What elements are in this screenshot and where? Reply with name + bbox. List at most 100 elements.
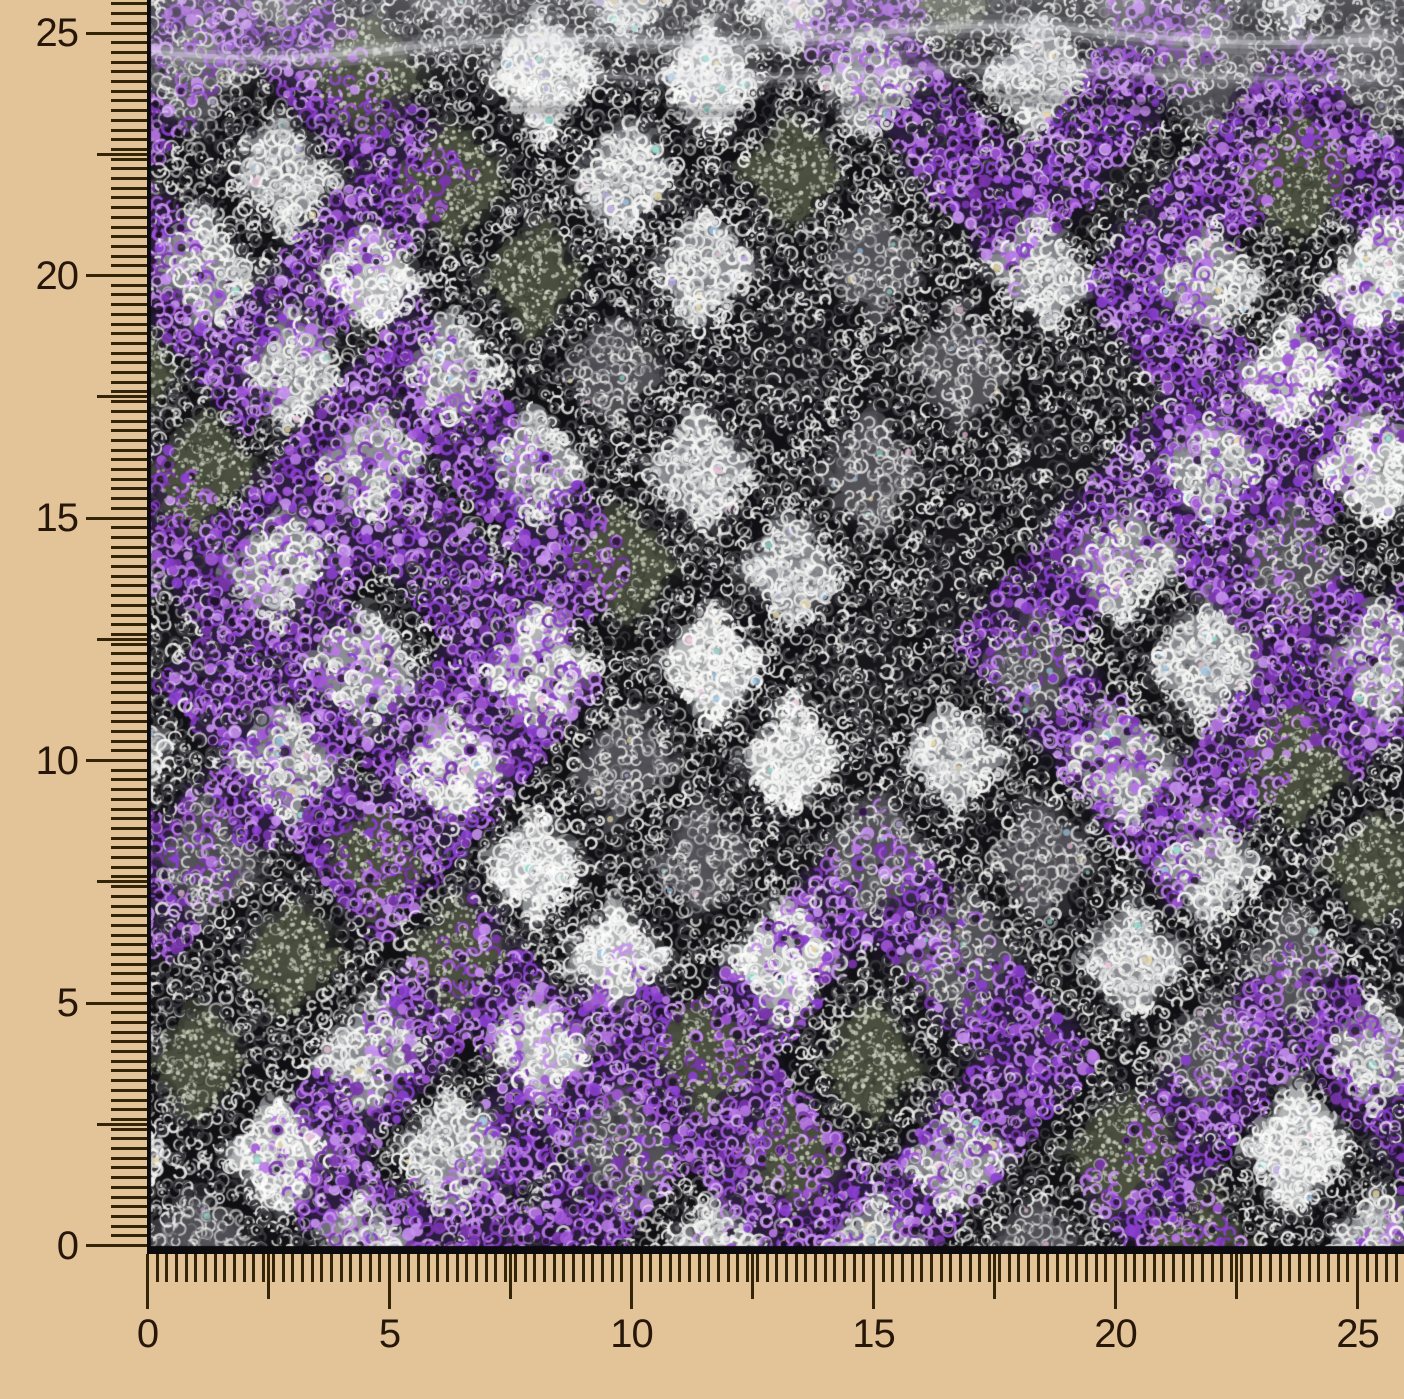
ruler-tick	[111, 1195, 147, 1199]
ruler-tick	[533, 1254, 537, 1282]
ruler-tick	[610, 1254, 614, 1282]
ruler-tick	[1075, 1254, 1079, 1282]
ruler-tick	[111, 623, 147, 627]
ruler-tick	[1365, 1254, 1369, 1282]
ruler-tick	[111, 147, 147, 151]
ruler-tick	[968, 1254, 972, 1282]
ruler-tick	[358, 1254, 362, 1282]
ruler-tick	[600, 1254, 604, 1282]
ruler-tick	[155, 1254, 159, 1282]
ruler-tick	[1046, 1254, 1050, 1282]
ruler-tick	[111, 953, 147, 956]
ruler-tick	[1220, 1254, 1224, 1282]
ruler-tick	[378, 1254, 382, 1282]
ruler-tick	[930, 1254, 934, 1282]
ruler-tick	[111, 885, 147, 889]
ruler-tick	[1268, 1254, 1272, 1282]
ruler-tick	[111, 1234, 147, 1238]
ruler-tick	[111, 506, 147, 510]
ruler-tick	[988, 1254, 992, 1282]
ruler-tick	[552, 1254, 556, 1282]
ruler-tick	[1385, 1254, 1389, 1282]
ruler-tick	[833, 1254, 837, 1282]
ruler-tick	[862, 1254, 866, 1282]
ruler-tick	[111, 244, 147, 248]
ruler-tick	[111, 235, 147, 239]
ruler-tick	[111, 681, 147, 685]
ruler-tick	[562, 1254, 566, 1282]
ruler-tick	[978, 1254, 982, 1282]
ruler-tick	[97, 1122, 147, 1126]
ruler-tick	[891, 1254, 895, 1282]
ruler-tick	[111, 70, 147, 74]
ruler-tick	[581, 1254, 585, 1282]
ruler-tick	[111, 584, 147, 588]
ruler-tick	[111, 390, 147, 394]
ruler-tick	[111, 138, 147, 142]
ruler-tick	[111, 923, 147, 927]
ruler-tick	[111, 468, 147, 471]
ruler-tick	[111, 1137, 147, 1141]
ruler-tick	[465, 1254, 469, 1282]
ruler-tick	[111, 671, 147, 675]
ruler-tick	[1336, 1254, 1340, 1282]
ruler-tick	[97, 152, 147, 156]
ruler-tick	[659, 1254, 663, 1282]
ruler-tick	[213, 1254, 217, 1282]
ruler-tick	[755, 1254, 759, 1282]
ruler-tick	[784, 1254, 788, 1282]
ruler-tick	[1239, 1254, 1243, 1282]
ruler-tick	[111, 817, 147, 821]
ruler-tick	[111, 1079, 147, 1083]
ruler-tick	[571, 1254, 575, 1282]
ruler-label: 15	[35, 496, 80, 540]
ruler-tick	[504, 1254, 508, 1282]
ruler-label: 10	[610, 1312, 654, 1356]
ruler-tick	[1133, 1254, 1137, 1282]
ruler-tick	[1191, 1254, 1195, 1282]
ruler-tick	[111, 458, 147, 462]
ruler-tick	[591, 1254, 595, 1282]
ruler-tick	[175, 1254, 179, 1282]
ruler-tick	[688, 1254, 692, 1282]
ruler-tick	[111, 1156, 147, 1160]
ruler-label: 5	[378, 1312, 401, 1356]
ruler-tick	[678, 1254, 682, 1282]
ruler-tick	[111, 574, 147, 578]
ruler-tick	[111, 836, 147, 840]
ruler-tick	[111, 89, 147, 93]
ruler-tick	[1104, 1254, 1108, 1282]
ruler-tick	[111, 642, 147, 646]
ruler-tick	[111, 409, 147, 413]
ruler-tick	[291, 1254, 295, 1282]
ruler-tick	[111, 293, 147, 297]
ruler-tick	[111, 613, 147, 617]
ruler-tick	[86, 274, 147, 277]
ruler-tick	[111, 1069, 147, 1073]
ruler-label: 15	[852, 1312, 896, 1356]
ruler-tick	[111, 99, 147, 103]
ruler-tick	[111, 1214, 147, 1218]
ruler-tick	[1026, 1254, 1030, 1282]
ruler-tick	[111, 1205, 147, 1209]
ruler-tick	[300, 1254, 304, 1282]
ruler-tick	[993, 1254, 996, 1299]
ruler-tick	[111, 487, 147, 491]
ruler-tick	[111, 254, 147, 258]
ruler-tick	[111, 21, 147, 25]
ruler-label: 10	[35, 738, 80, 783]
fabric-photo	[147, 0, 1404, 1254]
ruler-tick	[1210, 1254, 1214, 1282]
ruler-tick	[111, 1117, 147, 1121]
ruler-tick	[111, 477, 147, 481]
ruler-tick	[397, 1254, 401, 1282]
ruler-tick	[872, 1254, 875, 1309]
ruler-tick	[242, 1254, 246, 1282]
ruler-tick	[111, 448, 147, 452]
ruler-tick	[111, 700, 147, 704]
ruler-tick	[111, 1127, 147, 1131]
ruler-tick	[1297, 1254, 1301, 1282]
ruler-tick	[111, 1098, 147, 1102]
ruler-tick	[111, 157, 147, 161]
ruler-tick	[1017, 1254, 1021, 1282]
